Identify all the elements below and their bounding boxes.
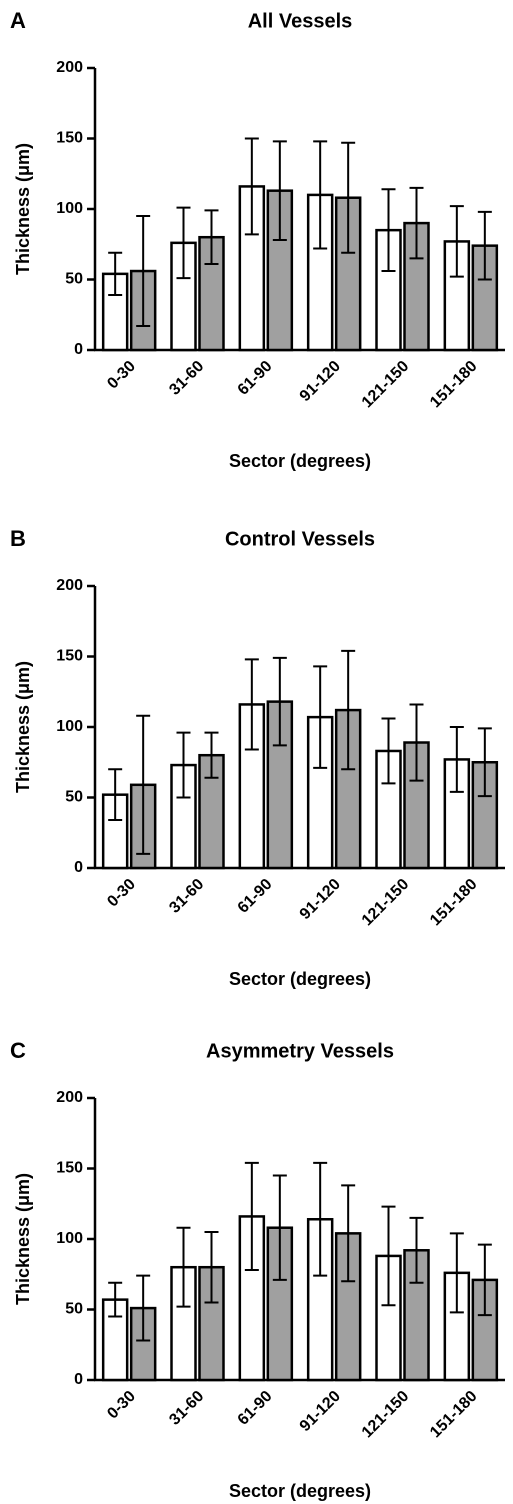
y-tick-label: 50 [65, 789, 83, 806]
error-bar [477, 727, 492, 798]
error-bar [108, 768, 123, 822]
panel-label: A [10, 8, 26, 33]
panel-label: B [10, 526, 26, 551]
error-bar [341, 1184, 356, 1283]
error-bar [176, 731, 191, 799]
x-tick-label: 0-30 [104, 1388, 139, 1423]
x-axis-label: Sector (degrees) [229, 1481, 371, 1501]
chart-title: All Vessels [248, 10, 353, 32]
error-bar [341, 649, 356, 771]
error-bar [272, 1174, 287, 1281]
y-tick-label: 150 [56, 130, 83, 147]
error-bar [204, 1230, 219, 1304]
x-tick-label: 61-90 [235, 876, 276, 917]
y-tick-label: 200 [56, 1089, 83, 1106]
panel-label: C [10, 1038, 26, 1063]
chart-title: Asymmetry Vessels [206, 1040, 394, 1062]
error-bar [341, 141, 356, 254]
x-axis-label: Sector (degrees) [229, 969, 371, 989]
x-tick-label: 31-60 [166, 358, 207, 399]
error-bar [108, 251, 123, 297]
y-tick-label: 0 [74, 1371, 83, 1388]
x-tick-label: 151-180 [427, 876, 481, 930]
error-bar [313, 140, 328, 250]
error-bar [136, 714, 151, 855]
y-tick-label: 50 [65, 1301, 83, 1318]
x-tick-label: 91-120 [297, 1388, 344, 1435]
x-tick-label: 61-90 [235, 1388, 276, 1429]
y-tick-label: 0 [74, 859, 83, 876]
error-bar [313, 665, 328, 769]
error-bar [108, 1281, 123, 1318]
x-tick-label: 0-30 [104, 358, 139, 393]
y-tick-label: 200 [56, 59, 83, 76]
y-tick-label: 200 [56, 577, 83, 594]
y-tick-label: 0 [74, 341, 83, 358]
x-tick-label: 91-120 [297, 358, 344, 405]
error-bar [381, 1205, 396, 1307]
error-bar [477, 1243, 492, 1317]
bar [443, 1271, 471, 1382]
y-tick-label: 100 [56, 1230, 83, 1247]
bar [170, 763, 197, 870]
error-bar [272, 140, 287, 242]
error-bar [449, 205, 464, 278]
error-bar [409, 1216, 424, 1284]
error-bar [136, 1274, 151, 1342]
chart-title: Control Vessels [225, 528, 375, 550]
y-tick-label: 100 [56, 718, 83, 735]
x-tick-label: 91-120 [297, 876, 344, 923]
error-bar [477, 210, 492, 281]
error-bar [244, 1161, 259, 1272]
error-bar [204, 731, 219, 779]
y-tick-label: 100 [56, 200, 83, 217]
y-axis-label: Thickness (μm) [13, 661, 33, 793]
error-bar [176, 1226, 191, 1308]
error-bar [272, 656, 287, 747]
x-tick-label: 121-150 [359, 1388, 413, 1442]
error-bar [449, 726, 464, 793]
error-bar [381, 717, 396, 785]
x-tick-label: 0-30 [104, 876, 139, 911]
y-tick-label: 150 [56, 648, 83, 665]
error-bar [136, 215, 151, 328]
x-tick-label: 121-150 [359, 358, 413, 412]
error-bar [176, 206, 191, 280]
y-tick-label: 50 [65, 271, 83, 288]
y-tick-label: 150 [56, 1160, 83, 1177]
y-axis-label: Thickness (μm) [13, 1173, 33, 1305]
x-tick-label: 121-150 [359, 876, 413, 930]
error-bar [244, 658, 259, 751]
error-bar [381, 188, 396, 273]
x-tick-label: 151-180 [427, 358, 481, 412]
error-bar [204, 209, 219, 265]
x-tick-label: 31-60 [166, 876, 207, 917]
x-tick-label: 61-90 [235, 358, 276, 399]
x-tick-label: 151-180 [427, 1388, 481, 1442]
error-bar [313, 1161, 328, 1277]
error-bar [409, 186, 424, 260]
x-axis-label: Sector (degrees) [229, 451, 371, 471]
error-bar [409, 703, 424, 782]
error-bar [449, 1232, 464, 1314]
y-axis-label: Thickness (μm) [13, 143, 33, 275]
error-bar [244, 137, 259, 236]
x-tick-label: 31-60 [166, 1388, 207, 1429]
